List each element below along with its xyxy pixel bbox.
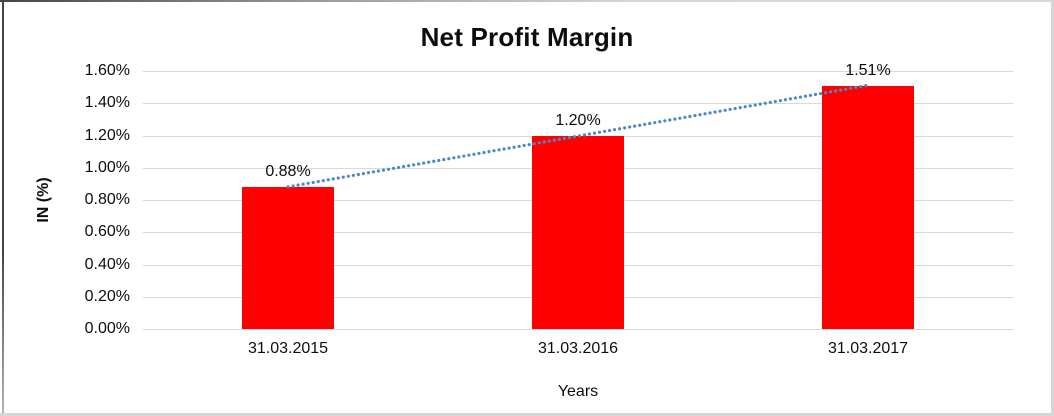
x-category-label: 31.03.2017	[827, 340, 909, 357]
y-tick-label: 0.00%	[84, 320, 130, 337]
trendline	[286, 83, 870, 189]
x-category-label: 31.03.2015	[247, 340, 329, 357]
y-tick-label: 0.60%	[84, 223, 130, 241]
gridline	[143, 103, 1013, 105]
bar-31.03.2015	[242, 187, 334, 329]
gridline	[143, 71, 1013, 72]
bar-31.03.2016	[532, 135, 624, 329]
chart-title: Net Profit Margin	[420, 22, 634, 52]
data-label: 1.51%	[845, 61, 891, 79]
y-tick-label: 0.20%	[84, 287, 130, 305]
chart-border-top	[0, 0, 1054, 2]
y-tick-label: 1.00%	[84, 158, 130, 176]
data-label: 1.20%	[555, 111, 601, 129]
y-tick-label: 1.40%	[84, 94, 130, 112]
y-tick-label: 1.60%	[84, 62, 130, 79]
y-tick-label: 1.20%	[84, 126, 130, 144]
plot-area: 0.88% 1.20% 1.51%	[143, 62, 1013, 330]
data-label: 0.88%	[265, 163, 311, 181]
y-tick-label: 0.80%	[84, 191, 130, 208]
gridline	[143, 329, 1013, 330]
y-tick-label: 0.40%	[84, 255, 130, 273]
x-axis-title: Years	[557, 383, 599, 400]
chart-border-bottom	[0, 413, 1054, 416]
chart-border-left	[2, 0, 4, 416]
x-category-label: 31.03.2016	[537, 340, 619, 357]
chart-border-right	[1051, 0, 1054, 416]
bar-31.03.2017	[822, 85, 914, 329]
